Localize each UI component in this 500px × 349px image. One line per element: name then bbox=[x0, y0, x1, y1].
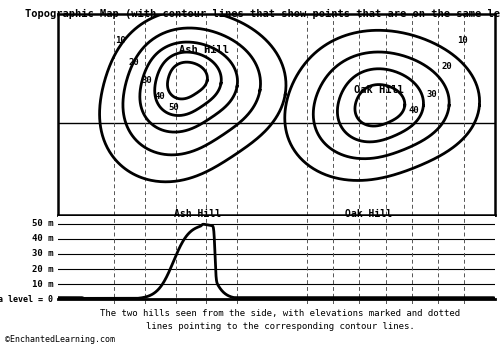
Text: 50 m: 50 m bbox=[32, 220, 53, 228]
Text: 50: 50 bbox=[168, 103, 179, 112]
Text: 10: 10 bbox=[457, 36, 468, 45]
Text: 40: 40 bbox=[155, 92, 166, 101]
Text: Ash Hill: Ash Hill bbox=[179, 45, 229, 55]
Text: 10 m: 10 m bbox=[32, 280, 53, 289]
Text: 40 m: 40 m bbox=[32, 235, 53, 244]
Text: 20: 20 bbox=[442, 62, 452, 70]
Text: 40: 40 bbox=[408, 106, 420, 115]
Text: lines pointing to the corresponding contour lines.: lines pointing to the corresponding cont… bbox=[146, 322, 414, 331]
Text: 20: 20 bbox=[128, 58, 140, 67]
Text: Sea level = 0: Sea level = 0 bbox=[0, 295, 53, 304]
Text: 10: 10 bbox=[116, 36, 126, 45]
Text: Ash Hill: Ash Hill bbox=[174, 209, 221, 220]
Text: 30 m: 30 m bbox=[32, 250, 53, 259]
Text: Topographic Map (with contour lines that show points that are on the same level): Topographic Map (with contour lines that… bbox=[25, 9, 500, 19]
Text: 20 m: 20 m bbox=[32, 265, 53, 274]
Text: 30: 30 bbox=[142, 76, 152, 85]
Text: Oak Hill: Oak Hill bbox=[344, 209, 392, 220]
Text: Oak Hill: Oak Hill bbox=[354, 85, 404, 95]
Text: ©EnchantedLearning.com: ©EnchantedLearning.com bbox=[5, 335, 115, 344]
Text: 30: 30 bbox=[426, 90, 437, 99]
Text: The two hills seen from the side, with elevations marked and dotted: The two hills seen from the side, with e… bbox=[100, 309, 460, 318]
